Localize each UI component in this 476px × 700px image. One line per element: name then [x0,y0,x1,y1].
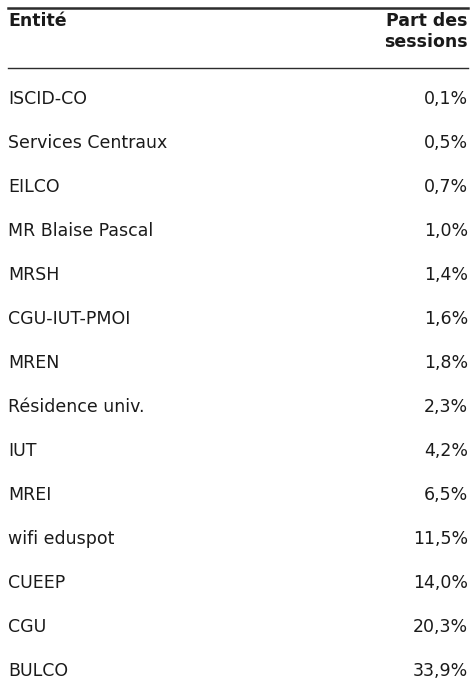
Text: 14,0%: 14,0% [413,574,468,592]
Text: MREI: MREI [8,486,51,504]
Text: MRSH: MRSH [8,266,60,284]
Text: 6,5%: 6,5% [424,486,468,504]
Text: CUEEP: CUEEP [8,574,65,592]
Text: BULCO: BULCO [8,662,68,680]
Text: EILCO: EILCO [8,178,60,196]
Text: MR Blaise Pascal: MR Blaise Pascal [8,222,153,240]
Text: CGU: CGU [8,618,46,636]
Text: 20,3%: 20,3% [413,618,468,636]
Text: 1,6%: 1,6% [424,310,468,328]
Text: Part des
sessions: Part des sessions [385,12,468,51]
Text: MREN: MREN [8,354,60,372]
Text: Résidence univ.: Résidence univ. [8,398,145,416]
Text: 0,5%: 0,5% [424,134,468,152]
Text: 33,9%: 33,9% [413,662,468,680]
Text: 0,7%: 0,7% [424,178,468,196]
Text: 1,0%: 1,0% [424,222,468,240]
Text: 4,2%: 4,2% [424,442,468,460]
Text: 2,3%: 2,3% [424,398,468,416]
Text: 1,8%: 1,8% [424,354,468,372]
Text: IUT: IUT [8,442,37,460]
Text: Services Centraux: Services Centraux [8,134,167,152]
Text: 11,5%: 11,5% [413,530,468,548]
Text: Entité: Entité [8,12,67,30]
Text: wifi eduspot: wifi eduspot [8,530,114,548]
Text: 1,4%: 1,4% [424,266,468,284]
Text: ISCID-CO: ISCID-CO [8,90,87,108]
Text: 0,1%: 0,1% [424,90,468,108]
Text: CGU-IUT-PMOI: CGU-IUT-PMOI [8,310,130,328]
